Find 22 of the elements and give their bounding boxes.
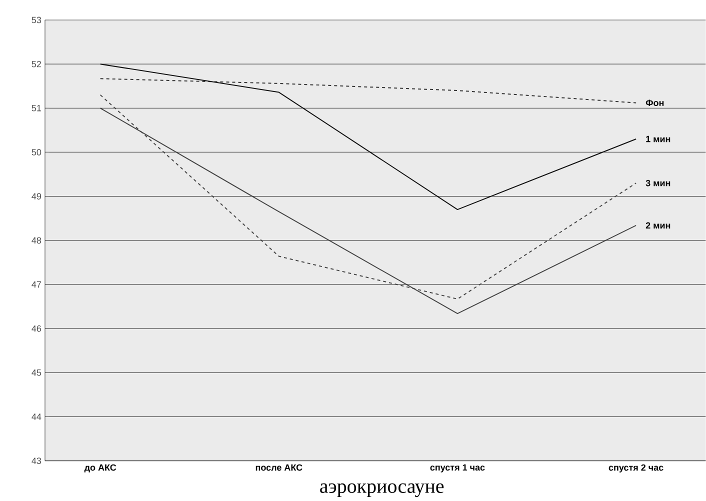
y-tick-label: 48	[32, 237, 42, 244]
x-tick-label: после АКС	[256, 464, 302, 471]
x-tick-label: до АКС	[84, 464, 116, 473]
y-tick-label: 52	[32, 60, 41, 68]
text: аэрокриосауне	[320, 483, 444, 498]
y-tick-label: 53	[32, 16, 42, 24]
line-series	[100, 64, 637, 210]
y-tick-label: 43	[32, 458, 42, 464]
y-tick-label: 50	[32, 149, 42, 156]
x-tick-label: спустя 2 час	[608, 464, 664, 473]
series-label: 2 мин	[646, 222, 670, 229]
line-series	[100, 78, 637, 104]
series-label: 3 мин	[646, 180, 670, 186]
series-label: Фон	[646, 100, 664, 106]
y-tick-label: 45	[32, 370, 42, 376]
x-tick-label: спустя 1 час	[430, 464, 485, 472]
y-tick-label: 47	[32, 281, 41, 288]
y-tick-label: 49	[32, 193, 42, 200]
y-tick-label: 46	[32, 325, 42, 332]
series-label: 1 мин	[646, 136, 670, 142]
y-tick-label: 44	[32, 414, 42, 420]
y-tick-label: 51	[32, 105, 42, 112]
